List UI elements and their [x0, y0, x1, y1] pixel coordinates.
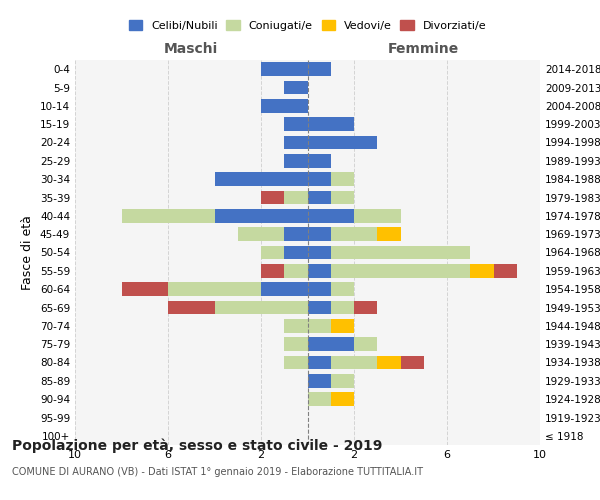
Bar [261, 246, 284, 260]
Bar [308, 246, 331, 260]
Y-axis label: Fasce di età: Fasce di età [22, 215, 34, 290]
Bar [284, 246, 308, 260]
Bar [354, 209, 401, 222]
Bar [308, 154, 331, 168]
Bar [284, 154, 308, 168]
Bar [354, 300, 377, 314]
Bar [284, 356, 308, 370]
Bar [308, 228, 331, 241]
Bar [331, 356, 377, 370]
Bar [121, 282, 168, 296]
Bar [470, 264, 493, 278]
Bar [493, 264, 517, 278]
Bar [261, 99, 308, 112]
Bar [331, 319, 354, 332]
Bar [308, 392, 331, 406]
Bar [168, 300, 215, 314]
Bar [308, 62, 331, 76]
Bar [284, 264, 308, 278]
Bar [284, 118, 308, 131]
Bar [308, 136, 377, 149]
Bar [331, 228, 377, 241]
Text: Popolazione per età, sesso e stato civile - 2019: Popolazione per età, sesso e stato civil… [12, 438, 382, 453]
Bar [261, 190, 284, 204]
Bar [261, 62, 308, 76]
Bar [401, 356, 424, 370]
Text: Femmine: Femmine [388, 42, 460, 56]
Bar [377, 356, 401, 370]
Bar [308, 282, 331, 296]
Bar [284, 338, 308, 351]
Bar [215, 209, 308, 222]
Bar [284, 80, 308, 94]
Bar [238, 228, 284, 241]
Bar [284, 228, 308, 241]
Bar [331, 282, 354, 296]
Bar [331, 392, 354, 406]
Bar [261, 282, 308, 296]
Bar [331, 190, 354, 204]
Bar [331, 300, 354, 314]
Bar [215, 172, 308, 186]
Bar [308, 118, 354, 131]
Text: COMUNE DI AURANO (VB) - Dati ISTAT 1° gennaio 2019 - Elaborazione TUTTITALIA.IT: COMUNE DI AURANO (VB) - Dati ISTAT 1° ge… [12, 467, 423, 477]
Bar [308, 264, 331, 278]
Bar [215, 300, 308, 314]
Bar [121, 209, 215, 222]
Bar [261, 264, 284, 278]
Bar [331, 374, 354, 388]
Bar [284, 190, 308, 204]
Legend: Celibi/Nubili, Coniugati/e, Vedovi/e, Divorziati/e: Celibi/Nubili, Coniugati/e, Vedovi/e, Di… [124, 16, 491, 35]
Bar [308, 190, 331, 204]
Bar [284, 136, 308, 149]
Bar [308, 319, 331, 332]
Bar [284, 319, 308, 332]
Bar [308, 172, 331, 186]
Bar [308, 300, 331, 314]
Bar [331, 264, 470, 278]
Bar [308, 338, 354, 351]
Bar [168, 282, 261, 296]
Bar [354, 338, 377, 351]
Text: Maschi: Maschi [164, 42, 218, 56]
Bar [331, 172, 354, 186]
Bar [331, 246, 470, 260]
Bar [377, 228, 401, 241]
Bar [308, 374, 331, 388]
Bar [308, 209, 354, 222]
Bar [308, 356, 331, 370]
